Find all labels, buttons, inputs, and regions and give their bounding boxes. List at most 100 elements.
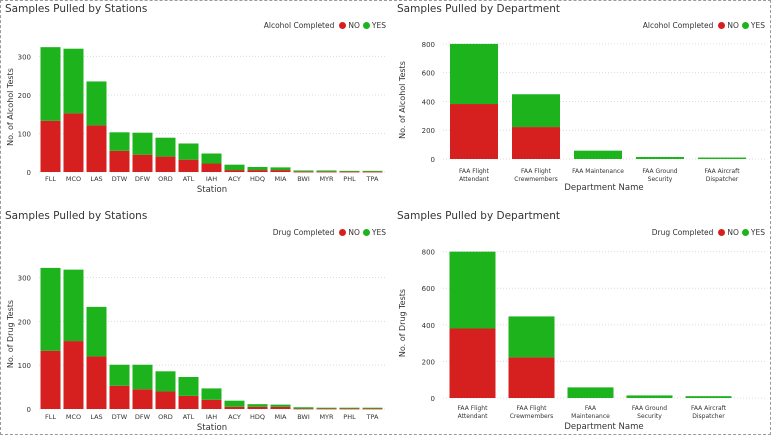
chart-title: Samples Pulled by Stations — [5, 210, 148, 222]
legend-item-no[interactable]: NO — [339, 228, 360, 237]
x-tick-label: LAS — [90, 413, 102, 421]
legend: Alcohol Completed NO YES — [264, 21, 389, 30]
legend: Drug Completed NO YES — [273, 228, 389, 237]
x-tick-label: ORD — [158, 413, 173, 421]
bar-yes — [224, 164, 245, 171]
x-tick-label: HDQ — [250, 175, 265, 183]
bar-yes — [339, 170, 360, 172]
bar-no — [247, 406, 268, 409]
bar-yes — [293, 170, 314, 172]
chart-title: Samples Pulled by Stations — [5, 3, 148, 15]
bar-no — [449, 328, 496, 398]
bar-no — [293, 408, 314, 410]
y-axis-title: No. of Alcohol Tests — [398, 61, 407, 139]
bar-yes — [63, 269, 84, 342]
x-tick-label: FAA Ground Security — [642, 168, 677, 183]
bar-no — [316, 171, 337, 173]
legend-yes-label: YES — [371, 21, 386, 30]
legend-no-label: NO — [727, 21, 739, 30]
drug-by-station-panel: Samples Pulled by Stations Drug Complete… — [1, 208, 391, 434]
bar-no — [270, 406, 291, 409]
bar-no — [362, 171, 383, 173]
bar-yes — [698, 157, 746, 159]
alcohol-by-department-chart: 0 200 400 600 800 FAA Flight Attendant FAA Flig… — [398, 41, 765, 193]
bar-yes — [270, 404, 291, 407]
y-tick-label: 100 — [18, 362, 31, 370]
bar-no — [86, 356, 107, 409]
bar-yes — [508, 316, 555, 358]
y-tick-label: 400 — [422, 322, 435, 330]
bar-no — [201, 399, 222, 409]
y-tick-label: 300 — [18, 275, 31, 283]
x-axis-title: Station — [197, 423, 227, 433]
legend-item-no[interactable]: NO — [339, 21, 360, 30]
x-tick-label: FAA Flight Crewmembers — [514, 168, 558, 183]
legend-title: Drug Completed — [272, 228, 335, 237]
bar-no — [508, 357, 555, 398]
bar-yes — [293, 407, 314, 409]
bar-no — [293, 171, 314, 173]
bar-yes — [362, 407, 383, 409]
legend-yes-label: YES — [750, 228, 765, 237]
x-tick-label: ACY — [228, 413, 241, 421]
legend-item-no[interactable]: NO — [718, 228, 739, 237]
x-tick-label: FLL — [45, 175, 56, 183]
legend-item-yes[interactable]: YES — [741, 21, 765, 30]
bar-yes — [247, 166, 268, 171]
bar-yes — [316, 170, 337, 172]
legend-item-yes[interactable]: YES — [362, 21, 386, 30]
bar-yes — [178, 143, 199, 160]
legend-item-yes[interactable]: YES — [741, 228, 765, 237]
bar-yes — [224, 400, 245, 407]
x-tick-label: DFW — [135, 413, 151, 421]
x-tick-label: DTW — [112, 413, 128, 421]
legend-yes-marker — [741, 22, 749, 29]
y-tick-label: 100 — [18, 130, 31, 138]
legend-no-marker — [339, 22, 347, 29]
x-tick-label: DFW — [135, 175, 151, 183]
y-tick-label: 0 — [431, 156, 435, 164]
bar-yes — [155, 137, 176, 157]
bar-no — [86, 125, 107, 172]
y-tick-label: 600 — [422, 285, 435, 293]
y-tick-label: 200 — [18, 92, 31, 100]
bar-no — [450, 104, 498, 159]
legend-item-no[interactable]: NO — [718, 21, 739, 30]
x-tick-label: ORD — [158, 175, 173, 183]
bar-no — [201, 163, 222, 172]
bar-yes — [132, 132, 153, 155]
x-tick-label: PHL — [343, 175, 356, 183]
y-tick-label: 800 — [422, 249, 435, 257]
legend-title: Alcohol Completed — [642, 21, 714, 30]
x-axis-title: Station — [197, 185, 227, 195]
bar-no — [178, 159, 199, 172]
alcohol-by-station-panel: Samples Pulled by Stations Alcohol Compl… — [1, 1, 391, 206]
legend-yes-label: YES — [371, 228, 386, 237]
legend-no-marker — [718, 229, 726, 236]
bar-yes — [626, 395, 673, 398]
x-tick-label: BWI — [297, 413, 310, 421]
bar-yes — [155, 371, 176, 392]
legend-item-yes[interactable]: YES — [362, 228, 386, 237]
y-tick-label: 0 — [431, 395, 435, 403]
bar-yes — [247, 404, 268, 407]
x-tick-label: IAH — [206, 413, 217, 421]
legend-no-label: NO — [348, 228, 360, 237]
bar-no — [247, 170, 268, 172]
bar-no — [63, 341, 84, 409]
bar-yes — [449, 251, 496, 329]
alcohol-by-station-chart: 0 100 200 300 FLL MCO LAS DTW DFW ORD ATL IAH ACY HDQ… — [6, 47, 385, 195]
bar-yes — [339, 407, 360, 409]
bar-yes — [450, 43, 498, 105]
bar-no — [155, 156, 176, 172]
drug-by-department-panel: Samples Pulled by Department Drug Comple… — [393, 208, 770, 434]
chart-title: Samples Pulled by Department — [397, 210, 561, 222]
x-tick-label: LAS — [90, 175, 102, 183]
legend-yes-marker — [362, 22, 370, 29]
y-tick-label: 300 — [18, 53, 31, 61]
x-tick-label: ATL — [183, 175, 195, 183]
bar-yes — [40, 267, 61, 351]
y-tick-label: 800 — [422, 41, 435, 49]
drug-by-station-chart: 0 100 200 300 FLL MCO LAS DTW DFW ORD ATL IAH ACY HDQ… — [6, 267, 385, 433]
bar-no — [339, 408, 360, 410]
